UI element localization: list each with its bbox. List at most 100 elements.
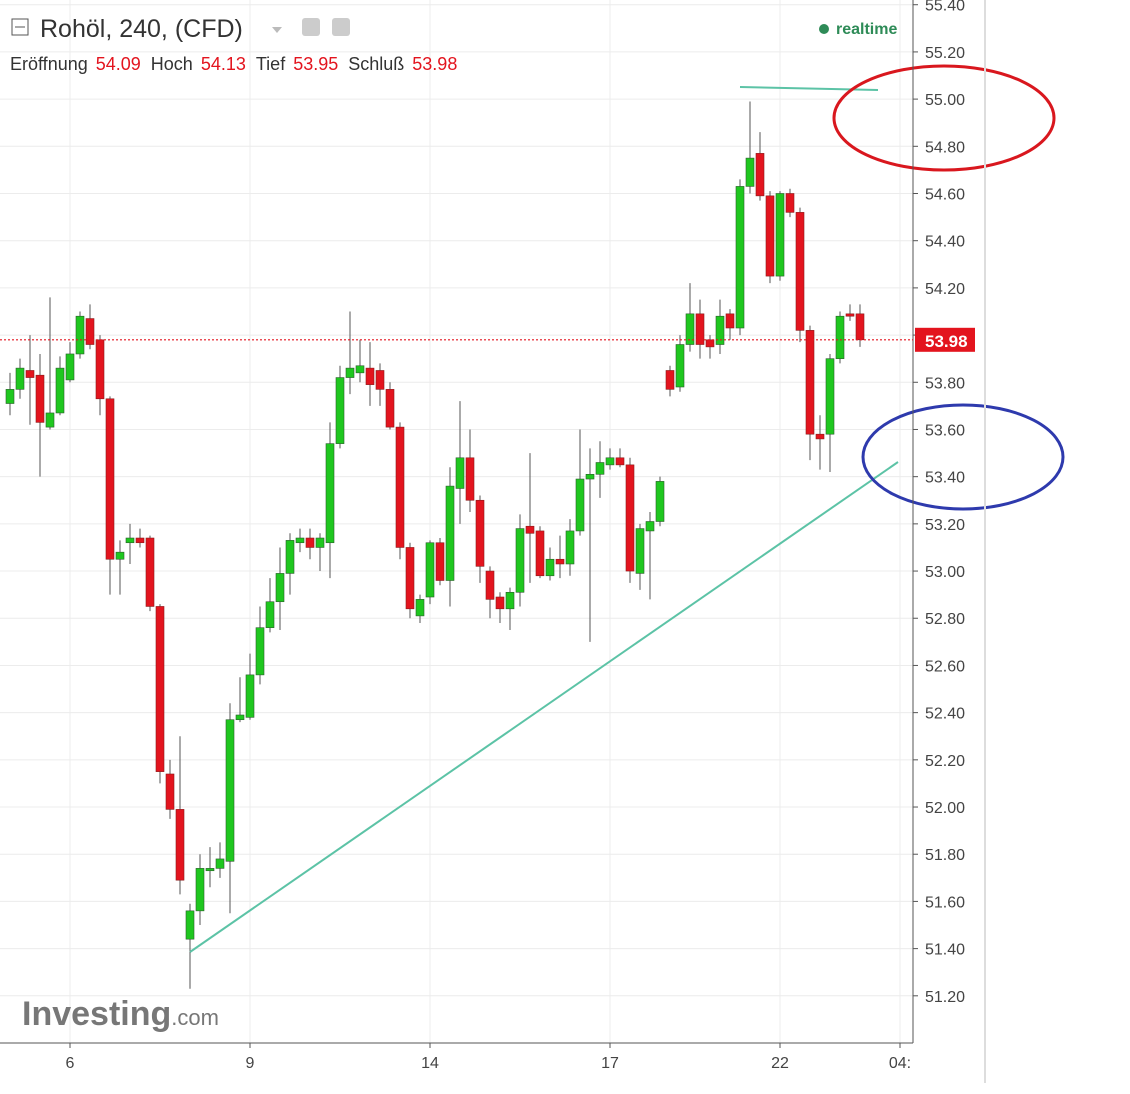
candle-body [75,315,85,355]
x-tick-label: 14 [421,1055,439,1072]
y-tick-label: 54.20 [925,281,965,298]
x-tick-label: 04: [889,1055,911,1072]
y-tick-label: 54.80 [925,139,965,156]
candle-body [205,868,215,872]
candle-body [485,570,495,600]
candle-body [35,374,45,423]
candle-body [725,313,735,329]
chart-title: Rohöl, 240, (CFD) [40,15,243,43]
candle-body [305,537,315,548]
legend-label: Schluß [348,54,404,74]
y-tick-label: 55.00 [925,92,965,109]
candle-body [355,365,365,374]
candle-body [225,719,235,862]
candle-body [675,344,685,388]
candle-body [855,313,865,341]
candle-body [585,474,595,480]
candle-body [825,358,835,435]
legend-value: 54.13 [201,54,246,74]
y-tick-label: 51.40 [925,942,965,959]
candle-body [125,537,135,544]
trend-line [189,461,899,953]
y-tick-label: 51.60 [925,894,965,911]
candle-body [755,153,765,197]
candle-body [545,558,555,577]
candle-body [105,398,115,560]
y-tick-label: 51.80 [925,847,965,864]
candle-body [695,313,705,345]
candle-body [565,530,575,565]
candle-body [95,339,105,400]
watermark: Investing.com [22,995,219,1033]
y-tick-label: 55.20 [925,45,965,62]
candle-body [475,499,485,567]
candle-body [495,596,505,610]
y-tick-label: 54.40 [925,234,965,251]
candle-body [275,573,285,603]
legend-value: 53.98 [412,54,457,74]
candle-body [705,339,715,348]
candle-body [165,773,175,810]
candle-body [55,367,65,414]
x-tick-label: 6 [66,1055,75,1072]
candle-body [815,433,825,440]
legend-label: Tief [256,54,286,74]
candle-body [415,599,425,617]
candle-body [665,370,675,390]
candle-body [775,193,785,277]
y-tick-label: 52.60 [925,658,965,675]
dropdown-arrow[interactable] [272,27,282,33]
candle-body [535,530,545,577]
candle-body [5,389,15,404]
candle-body [365,367,375,385]
candle-body [265,601,275,628]
y-tick-label: 53.60 [925,422,965,439]
candle-body [525,525,535,534]
settings-icon[interactable] [302,18,320,36]
y-tick-label: 53.40 [925,470,965,487]
candle-body [435,542,445,581]
candle-body [195,868,205,912]
x-tick-label: 17 [601,1055,619,1072]
candles [5,101,865,989]
candle-body [325,443,335,544]
legend-label: Hoch [151,54,193,74]
candle-body [135,537,145,544]
candle-body [25,370,35,378]
y-tick-label: 53.00 [925,564,965,581]
candle-body [395,426,405,548]
status-label: realtime [836,21,897,38]
candle-body [155,606,165,772]
candle-body [605,457,615,466]
y-tick-label: 52.00 [925,800,965,817]
gear-icon[interactable] [332,18,350,36]
candle-body [745,157,755,187]
candle-body [255,627,265,676]
candle-body [345,367,355,378]
candle-body [785,193,795,213]
legend-label: Eröffnung [10,54,88,74]
candle-body [595,462,605,475]
y-tick-label: 55.40 [925,0,965,15]
candle-body [575,478,585,532]
candle-body [85,318,95,345]
y-tick-label: 51.20 [925,989,965,1006]
candle-body [465,457,475,501]
y-tick-label: 53.20 [925,517,965,534]
y-tick-label: 54.60 [925,186,965,203]
candle-body [215,858,225,869]
x-tick-label: 9 [246,1055,255,1072]
chart-area [0,0,985,1083]
candle-body [425,542,435,598]
y-tick-label: 53.80 [925,375,965,392]
blue-ellipse [861,403,1065,511]
candle-body [175,809,185,881]
candle-body [635,528,645,574]
grid [0,0,913,1043]
candle-body [555,558,565,565]
candle-body [455,457,465,489]
red-ellipse [832,64,1056,172]
candle-body [375,370,385,390]
